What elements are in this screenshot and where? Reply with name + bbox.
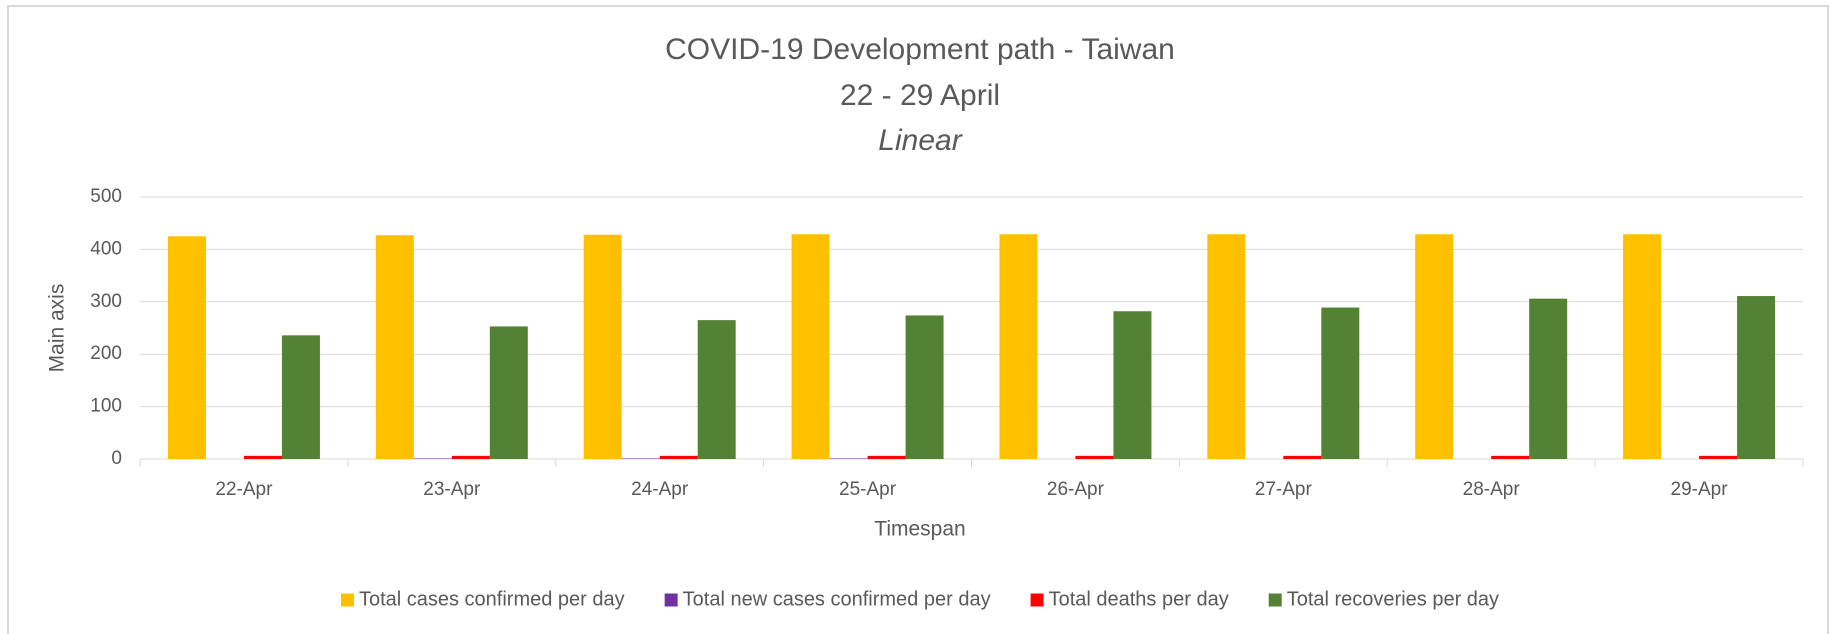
bar bbox=[1113, 311, 1152, 459]
bar bbox=[621, 458, 660, 459]
bar bbox=[1283, 455, 1322, 459]
legend-label: Total new cases confirmed per day bbox=[683, 588, 991, 610]
bar bbox=[1415, 234, 1454, 459]
bar bbox=[243, 455, 282, 459]
legend-swatch bbox=[1030, 593, 1044, 607]
x-tick-label: 26-Apr bbox=[1047, 479, 1105, 500]
bar bbox=[1737, 296, 1776, 459]
bar bbox=[1491, 455, 1530, 459]
x-tick-label: 24-Apr bbox=[631, 479, 689, 500]
bar bbox=[1623, 234, 1662, 459]
x-tick-label: 29-Apr bbox=[1671, 479, 1729, 500]
bar bbox=[281, 335, 320, 459]
chart-title: COVID-19 Development path - Taiwan bbox=[665, 33, 1175, 66]
legend-swatch bbox=[340, 593, 354, 607]
x-tick-label: 27-Apr bbox=[1255, 479, 1313, 500]
y-axis-title: Main axis bbox=[46, 284, 69, 373]
legend-swatch bbox=[1268, 593, 1282, 607]
bar bbox=[905, 315, 944, 459]
x-axis-title: Timespan bbox=[874, 518, 965, 541]
bar bbox=[1075, 455, 1114, 459]
y-tick-label: 0 bbox=[111, 448, 122, 469]
legend-label: Total recoveries per day bbox=[1287, 588, 1499, 610]
bar bbox=[1321, 307, 1360, 459]
y-tick-label: 300 bbox=[90, 291, 122, 312]
legend-swatch bbox=[664, 593, 678, 607]
bar bbox=[413, 458, 452, 459]
x-tick-label: 22-Apr bbox=[215, 479, 273, 500]
bar bbox=[697, 320, 736, 459]
y-tick-label: 100 bbox=[90, 396, 122, 417]
bar bbox=[451, 455, 490, 459]
bar bbox=[659, 455, 698, 459]
x-tick-label: 25-Apr bbox=[839, 479, 897, 500]
legend-label: Total deaths per day bbox=[1049, 588, 1229, 610]
bar bbox=[829, 458, 868, 459]
y-tick-label: 200 bbox=[90, 343, 122, 364]
bar bbox=[1699, 455, 1738, 459]
bar bbox=[375, 235, 414, 459]
y-tick-label: 500 bbox=[90, 186, 122, 207]
bar bbox=[583, 234, 622, 459]
bar bbox=[791, 234, 830, 459]
bar bbox=[1207, 234, 1246, 459]
chart-subtitle: 22 - 29 April bbox=[840, 79, 1000, 112]
bar bbox=[867, 455, 906, 459]
y-tick-label: 400 bbox=[90, 238, 122, 259]
bar bbox=[489, 326, 528, 459]
chart-subtitle: Linear bbox=[878, 124, 962, 157]
legend-label: Total cases confirmed per day bbox=[359, 588, 625, 610]
bar bbox=[999, 234, 1038, 459]
x-tick-label: 28-Apr bbox=[1463, 479, 1521, 500]
bar bbox=[1529, 298, 1568, 459]
bar bbox=[167, 236, 206, 459]
chart-border bbox=[7, 5, 1829, 634]
x-tick-label: 23-Apr bbox=[423, 479, 481, 500]
